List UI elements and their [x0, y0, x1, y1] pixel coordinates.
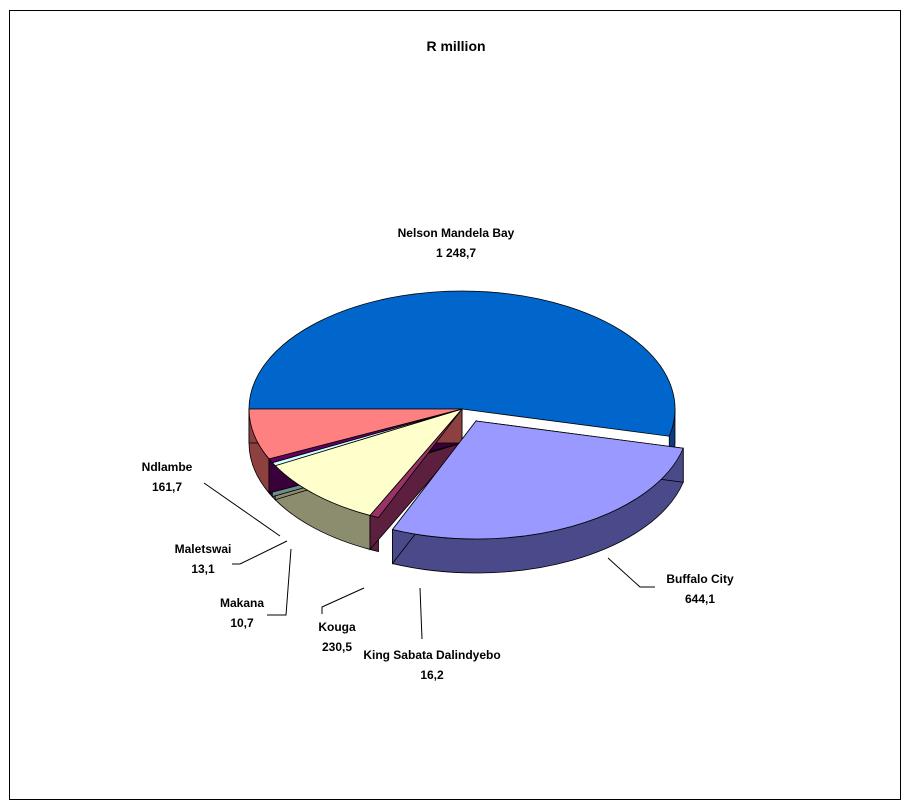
leader-line-kouga [321, 587, 365, 614]
slice-value-ndlambe: 161,7 [152, 480, 182, 494]
slice-value-maletswai: 13,1 [191, 562, 215, 576]
slice-label-nelson-mandela-bay: Nelson Mandela Bay [398, 226, 515, 240]
slice-value-kouga: 230,5 [322, 640, 352, 654]
leader-line-maletswai [232, 540, 288, 565]
slice-label-maletswai: Maletswai [175, 542, 232, 556]
slice-kouga [274, 408, 464, 516]
slice-label-ndlambe: Ndlambe [142, 460, 193, 474]
slice-ndlambe [248, 408, 463, 460]
slice-value-nelson-mandela-bay: 1 248,7 [436, 246, 476, 260]
leader-line-buffalo-city [607, 557, 655, 588]
slice-value-makana: 10,7 [230, 616, 254, 630]
slice-buffalo-city [391, 420, 684, 540]
chart-title: R million [426, 38, 485, 54]
slice-label-buffalo-city: Buffalo City [666, 572, 734, 586]
leader-line-king-sabata-dalindyebo [419, 587, 423, 640]
slice-label-kouga: Kouga [318, 620, 356, 634]
slice-value-king-sabata-dalindyebo: 16,2 [420, 668, 444, 682]
slice-label-king-sabata-dalindyebo: King Sabata Dalindyebo [363, 648, 500, 662]
slice-value-buffalo-city: 644,1 [685, 592, 715, 606]
chart-area: R million Nelson Mandela Bay 1 248,7 Buffa… [9, 10, 901, 800]
slice-label-makana: Makana [220, 596, 264, 610]
slice-nelson-mandela-bay [248, 290, 676, 437]
leader-line-ndlambe [203, 482, 281, 537]
pie-chart: R million Nelson Mandela Bay 1 248,7 Buffa… [142, 38, 734, 682]
leader-line-makana [267, 548, 292, 616]
